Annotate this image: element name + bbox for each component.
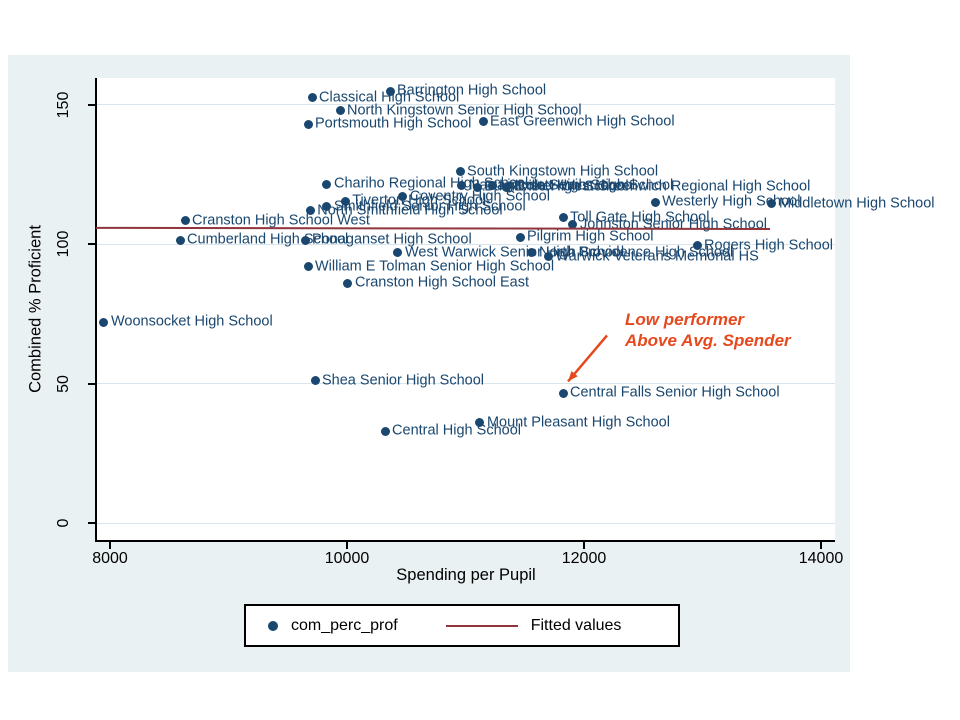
data-point-label: Burrillville High School — [484, 178, 629, 195]
data-point-label: Central Falls Senior High School — [570, 385, 780, 402]
data-point — [527, 248, 537, 258]
data-point — [558, 213, 568, 223]
y-gridline — [96, 243, 835, 245]
legend-scatter-label: com_perc_prof — [291, 616, 398, 634]
data-point — [335, 106, 345, 116]
data-point — [99, 317, 109, 327]
data-point — [650, 197, 660, 207]
data-point — [322, 179, 332, 189]
x-tick-mark — [820, 542, 822, 549]
data-point — [455, 167, 465, 177]
data-point-label: Cranston High School West — [192, 212, 370, 229]
legend: com_perc_prof Fitted values — [244, 604, 680, 647]
x-tick-label: 14000 — [798, 550, 844, 567]
data-point — [300, 235, 310, 245]
data-point — [478, 117, 488, 127]
y-tick-mark — [88, 382, 95, 385]
data-point-label: Rogers High School — [704, 237, 834, 254]
data-point-label: North Smithfield High School — [317, 202, 503, 219]
data-point — [487, 181, 497, 191]
data-point — [307, 93, 317, 103]
data-point-label: Toll Gate High School — [570, 209, 710, 226]
data-point — [340, 196, 350, 206]
data-point-label: Warwick Veterans Memorial HS — [555, 248, 759, 265]
data-point-label: Pilgrim High School — [527, 229, 654, 246]
x-tick-mark — [346, 542, 348, 549]
x-tick-mark — [109, 542, 111, 549]
y-tick-label: 50 — [55, 374, 72, 393]
plot-area — [96, 78, 835, 540]
x-axis-title: Spending per Pupil — [396, 566, 536, 584]
data-point-label: Tiverton High School — [352, 192, 487, 209]
y-tick-label: 150 — [55, 91, 72, 119]
data-point-label: South Kingstown High School — [467, 163, 659, 180]
data-point — [543, 252, 553, 262]
y-tick-label: 100 — [55, 230, 72, 258]
y-tick-mark — [88, 243, 95, 246]
data-point-label: Smithfield Senior High School — [333, 198, 526, 215]
data-point — [692, 241, 702, 251]
data-point-label: Westerly High School — [662, 194, 801, 211]
data-point-label: William E Tolman Senior High School — [315, 258, 555, 275]
data-point — [502, 182, 512, 192]
data-point-label: Shea Senior High School — [322, 372, 485, 389]
data-point-label: Cranston High School East — [354, 274, 530, 291]
annotation-line: Above Avg. Spender — [625, 331, 791, 351]
legend-dot-marker-icon — [268, 620, 278, 631]
x-tick-label: 12000 — [561, 550, 607, 567]
data-point — [322, 202, 332, 212]
data-point-label: Ponaganset High School — [312, 231, 472, 248]
data-point-label: East Greenwich High School — [490, 113, 675, 130]
x-tick-label: 10000 — [324, 550, 370, 567]
x-tick-label: 8000 — [92, 550, 128, 567]
data-point-label: Mount Pleasant High School — [486, 414, 670, 431]
data-point-label: Portsmouth High School — [315, 116, 472, 133]
legend-line-marker-icon — [445, 624, 518, 627]
data-point — [175, 235, 185, 245]
data-point-label: Lincoln Senior High School — [499, 177, 674, 194]
data-point — [343, 278, 353, 288]
data-point — [515, 232, 525, 242]
y-axis-title: Combined % Proficient — [26, 225, 45, 393]
y-gridline — [96, 104, 835, 106]
data-point — [457, 181, 467, 191]
data-point — [303, 262, 313, 272]
data-point — [180, 216, 190, 226]
data-point-label: Exeter-West Greenwich Regional High Scho… — [513, 178, 811, 195]
data-point — [568, 220, 578, 230]
y-tick-mark — [88, 522, 95, 524]
data-point-label: North Providence High School — [538, 244, 734, 261]
x-tick-mark — [583, 542, 585, 549]
data-point — [475, 418, 485, 428]
data-point — [472, 182, 482, 192]
y-gridline — [96, 522, 835, 524]
data-point-label: Middletown High School — [778, 195, 935, 212]
y-tick-mark — [88, 103, 95, 106]
data-point — [310, 376, 320, 386]
y-axis-line — [95, 78, 97, 541]
annotation-line: Low performer — [625, 310, 745, 330]
data-point — [767, 199, 777, 209]
y-gridline — [96, 383, 835, 385]
data-point — [303, 119, 313, 129]
data-point — [380, 426, 390, 436]
data-point-label: Central High School — [392, 422, 521, 439]
data-point — [398, 192, 408, 202]
data-point — [558, 388, 568, 398]
data-point-label: West Warwick Senior High School — [404, 244, 625, 261]
data-point-label: North Kingstown Senior High School — [347, 102, 582, 119]
data-point-label: Woonsocket High School — [110, 314, 273, 331]
annotation-text: Low performer Above Avg. Spender — [625, 309, 791, 351]
x-axis-line — [95, 540, 835, 542]
legend-fitted-label: Fitted values — [530, 616, 622, 634]
y-tick-label: 0 — [55, 518, 72, 528]
data-point — [393, 248, 403, 258]
data-point — [385, 86, 395, 96]
data-point-label: Classical High School — [319, 89, 460, 106]
data-point — [305, 206, 315, 216]
data-point-label: Barrington High School — [397, 82, 547, 99]
data-point-label: Coventry High School — [409, 188, 550, 205]
